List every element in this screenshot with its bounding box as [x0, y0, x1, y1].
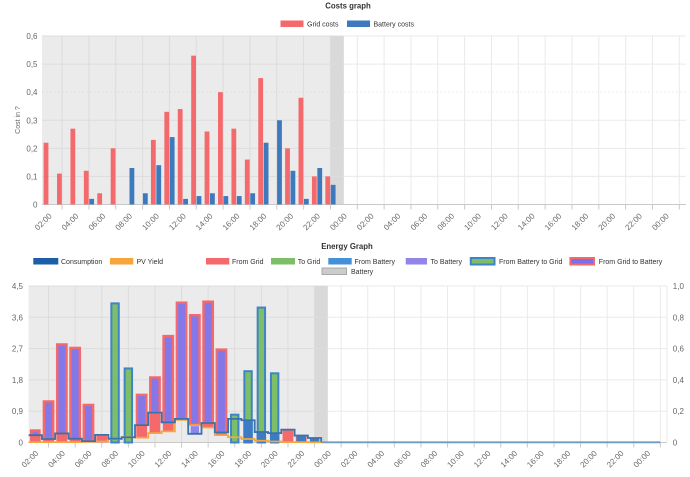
svg-text:16:00: 16:00 [525, 448, 546, 469]
svg-text:20:00: 20:00 [259, 448, 280, 469]
svg-text:Costs graph: Costs graph [325, 1, 371, 10]
svg-text:From Battery to Grid: From Battery to Grid [499, 259, 563, 266]
svg-text:1,8: 1,8 [12, 376, 24, 385]
svg-text:14:00: 14:00 [516, 211, 537, 232]
svg-text:2,7: 2,7 [12, 345, 24, 354]
svg-text:12:00: 12:00 [472, 448, 493, 469]
svg-text:08:00: 08:00 [114, 211, 135, 232]
svg-text:16:00: 16:00 [543, 211, 564, 232]
svg-text:From Grid to Battery: From Grid to Battery [599, 259, 663, 266]
svg-text:14:00: 14:00 [179, 448, 200, 469]
svg-text:To Battery: To Battery [431, 259, 463, 266]
svg-text:10:00: 10:00 [140, 211, 161, 232]
svg-text:18:00: 18:00 [552, 448, 573, 469]
svg-text:0: 0 [19, 439, 24, 448]
svg-text:Grid costs: Grid costs [307, 21, 339, 28]
svg-text:04:00: 04:00 [60, 211, 81, 232]
svg-text:20:00: 20:00 [275, 211, 296, 232]
svg-text:From Grid: From Grid [232, 259, 264, 266]
svg-text:04:00: 04:00 [366, 448, 387, 469]
svg-text:02:00: 02:00 [33, 211, 54, 232]
svg-text:00:00: 00:00 [328, 211, 349, 232]
svg-text:18:00: 18:00 [248, 211, 269, 232]
svg-text:08:00: 08:00 [419, 448, 440, 469]
svg-text:12:00: 12:00 [489, 211, 510, 232]
svg-text:0,2: 0,2 [673, 407, 685, 416]
svg-text:06:00: 06:00 [73, 448, 94, 469]
svg-text:Battery: Battery [351, 269, 374, 276]
svg-text:00:00: 00:00 [312, 448, 333, 469]
svg-text:0,1: 0,1 [26, 172, 38, 181]
svg-text:08:00: 08:00 [100, 448, 121, 469]
svg-text:02:00: 02:00 [339, 448, 360, 469]
svg-text:02:00: 02:00 [355, 211, 376, 232]
svg-text:0,5: 0,5 [26, 60, 38, 69]
svg-text:22:00: 22:00 [605, 448, 626, 469]
svg-text:14:00: 14:00 [194, 211, 215, 232]
svg-text:00:00: 00:00 [650, 211, 671, 232]
svg-text:00:00: 00:00 [632, 448, 653, 469]
svg-text:20:00: 20:00 [578, 448, 599, 469]
svg-text:To Grid: To Grid [298, 259, 321, 266]
svg-text:0: 0 [673, 439, 678, 448]
svg-text:06:00: 06:00 [409, 211, 430, 232]
svg-text:0,6: 0,6 [673, 345, 685, 354]
svg-text:06:00: 06:00 [392, 448, 413, 469]
svg-text:10:00: 10:00 [445, 448, 466, 469]
svg-text:10:00: 10:00 [126, 448, 147, 469]
svg-text:16:00: 16:00 [206, 448, 227, 469]
svg-text:PV Yield: PV Yield [137, 259, 164, 266]
svg-text:0,3: 0,3 [26, 116, 38, 125]
svg-text:08:00: 08:00 [436, 211, 457, 232]
svg-text:1,0: 1,0 [673, 282, 685, 291]
svg-text:06:00: 06:00 [87, 211, 108, 232]
svg-text:Energy Graph: Energy Graph [321, 242, 373, 251]
svg-text:0,4: 0,4 [673, 376, 685, 385]
svg-text:22:00: 22:00 [301, 211, 322, 232]
svg-text:14:00: 14:00 [499, 448, 520, 469]
svg-text:10:00: 10:00 [462, 211, 483, 232]
svg-text:12:00: 12:00 [167, 211, 188, 232]
svg-text:0,2: 0,2 [26, 144, 38, 153]
svg-text:18:00: 18:00 [233, 448, 254, 469]
svg-text:0,4: 0,4 [26, 88, 38, 97]
svg-text:04:00: 04:00 [46, 448, 67, 469]
svg-text:0,9: 0,9 [12, 407, 24, 416]
svg-text:0,6: 0,6 [26, 32, 38, 41]
svg-text:16:00: 16:00 [221, 211, 242, 232]
svg-text:Cost in ?: Cost in ? [15, 106, 22, 134]
svg-text:Battery costs: Battery costs [374, 21, 415, 28]
svg-text:18:00: 18:00 [570, 211, 591, 232]
svg-text:0: 0 [33, 201, 38, 210]
svg-text:22:00: 22:00 [286, 448, 307, 469]
svg-text:04:00: 04:00 [382, 211, 403, 232]
svg-text:22:00: 22:00 [623, 211, 644, 232]
svg-text:20:00: 20:00 [597, 211, 618, 232]
svg-text:12:00: 12:00 [153, 448, 174, 469]
svg-text:3,6: 3,6 [12, 313, 24, 322]
svg-text:From Battery: From Battery [355, 259, 396, 266]
svg-text:0,8: 0,8 [673, 313, 685, 322]
svg-text:Consumption: Consumption [61, 259, 102, 266]
svg-text:02:00: 02:00 [20, 448, 41, 469]
svg-text:4,5: 4,5 [12, 282, 24, 291]
